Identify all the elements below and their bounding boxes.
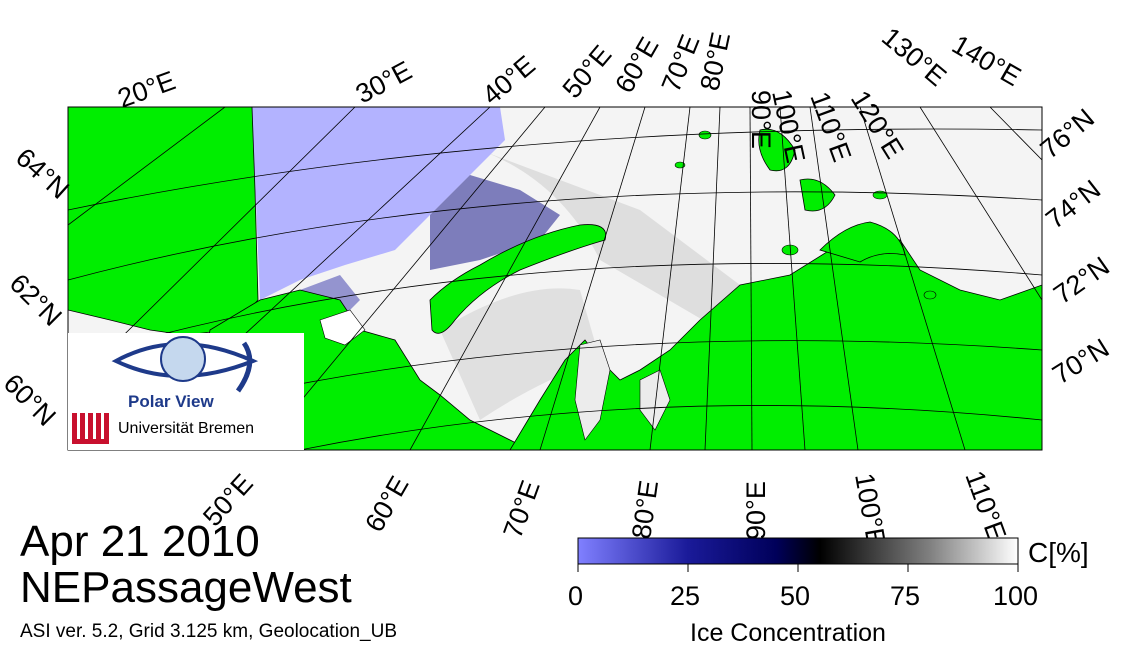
colorbar-ticks [577,564,1019,572]
meridian-label-20e: 20°E [114,65,180,113]
meridian-label-bottom-100e: 100°E [849,471,891,549]
parallel-label-60n: 60°N [0,368,62,432]
parallel-label-62n: 62°N [4,268,68,332]
logo-institution: Universität Bremen [118,420,255,437]
colorbar-title: Ice Concentration [690,619,886,647]
meridian-label-130e: 130°E [876,22,952,92]
meridian-label-bottom-90e: 90°E [741,481,771,540]
parallel-label-70n: 70°N [1047,333,1114,390]
colorbar-unit: C[%] [1028,537,1089,568]
colorbar-tick-50: 50 [780,581,811,611]
logo-name: Polar View [128,392,214,411]
open-water-region [252,107,505,300]
colorbar-tick-75: 75 [890,581,921,611]
meridian-label-40e: 40°E [477,50,541,111]
colorbar-tick-100: 100 [993,581,1039,611]
eye-logo-icon [72,336,259,444]
meridian-label-60e: 60°E [609,32,664,98]
meridian-label-30e: 30°E [351,55,417,109]
meridian-label-90e: 90°E [746,90,776,149]
colorbar-tick-25: 25 [670,581,701,611]
parallel-label-72n: 72°N [1048,251,1115,310]
meridian-label-80e: 80°E [695,29,737,93]
map-date: Apr 21 2010 [20,517,260,566]
map-meta: ASI ver. 5.2, Grid 3.125 km, Geolocation… [20,621,398,642]
meridian-label-140e: 140°E [947,29,1026,92]
meridian-label-bottom-110e: 110°E [959,467,1012,545]
meridian-label-bottom-80e: 80°E [626,478,664,540]
meridian-label-bottom-60e: 60°E [359,471,414,537]
scandinavia-land [68,107,259,336]
parallel-label-76n: 76°N [1035,103,1100,165]
map-region: NEPassageWest [20,563,352,612]
map-frame [67,106,1043,451]
meridian-labels-bottom: 50°E 60°E 70°E 80°E 90°E 100°E 110°E [197,467,1012,549]
parallel-label-74n: 74°N [1040,174,1106,235]
novaya-zemlya-land [429,224,607,334]
university-seal-icon [72,413,109,444]
polar-view-logo [68,333,304,450]
meridian-label-50e: 50°E [557,39,618,103]
parallel-label-64n: 64°N [10,142,75,205]
meridian-label-bottom-70e: 70°E [497,476,545,542]
severnaya-zemlya-land [758,128,796,172]
colorbar [577,537,1019,565]
colorbar-tick-0: 0 [568,581,584,611]
